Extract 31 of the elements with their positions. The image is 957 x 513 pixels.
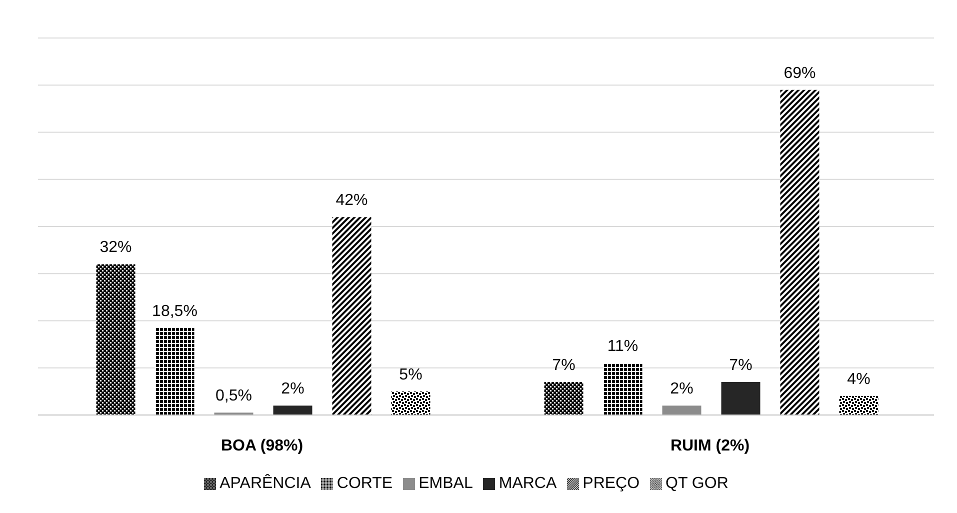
bar [603,363,642,415]
bar [332,217,372,415]
bar [721,382,760,415]
data-label: 18,5% [152,302,198,320]
data-label: 5% [399,366,422,384]
data-label: 42% [336,192,368,210]
bar [391,391,430,415]
x-tick-label: RUIM (2%) [670,437,750,454]
data-label: 4% [847,371,870,388]
bar [544,382,584,415]
data-label: 0,5% [216,388,252,405]
legend-label: MARCA [498,475,557,492]
legend-label: EMBAL [418,475,473,492]
legend-label: QT GOR [666,475,728,492]
data-label: 7% [729,357,752,374]
bar [155,328,194,415]
bar [273,406,312,415]
data-label: 2% [281,380,304,398]
legend-label: PREÇO [582,475,640,492]
bar [839,396,878,415]
data-label: 32% [100,239,132,256]
x-tick-label: BOA (98%) [220,437,304,454]
legend-label: APARÊNCIA [220,475,311,492]
bar [662,406,702,415]
data-label: 7% [552,357,576,374]
data-label: 2% [670,380,694,398]
data-label: 69% [784,64,816,82]
bar [780,90,820,415]
data-label: 11% [607,338,638,356]
legend-label: CORTE [336,475,393,492]
bar [96,264,136,415]
